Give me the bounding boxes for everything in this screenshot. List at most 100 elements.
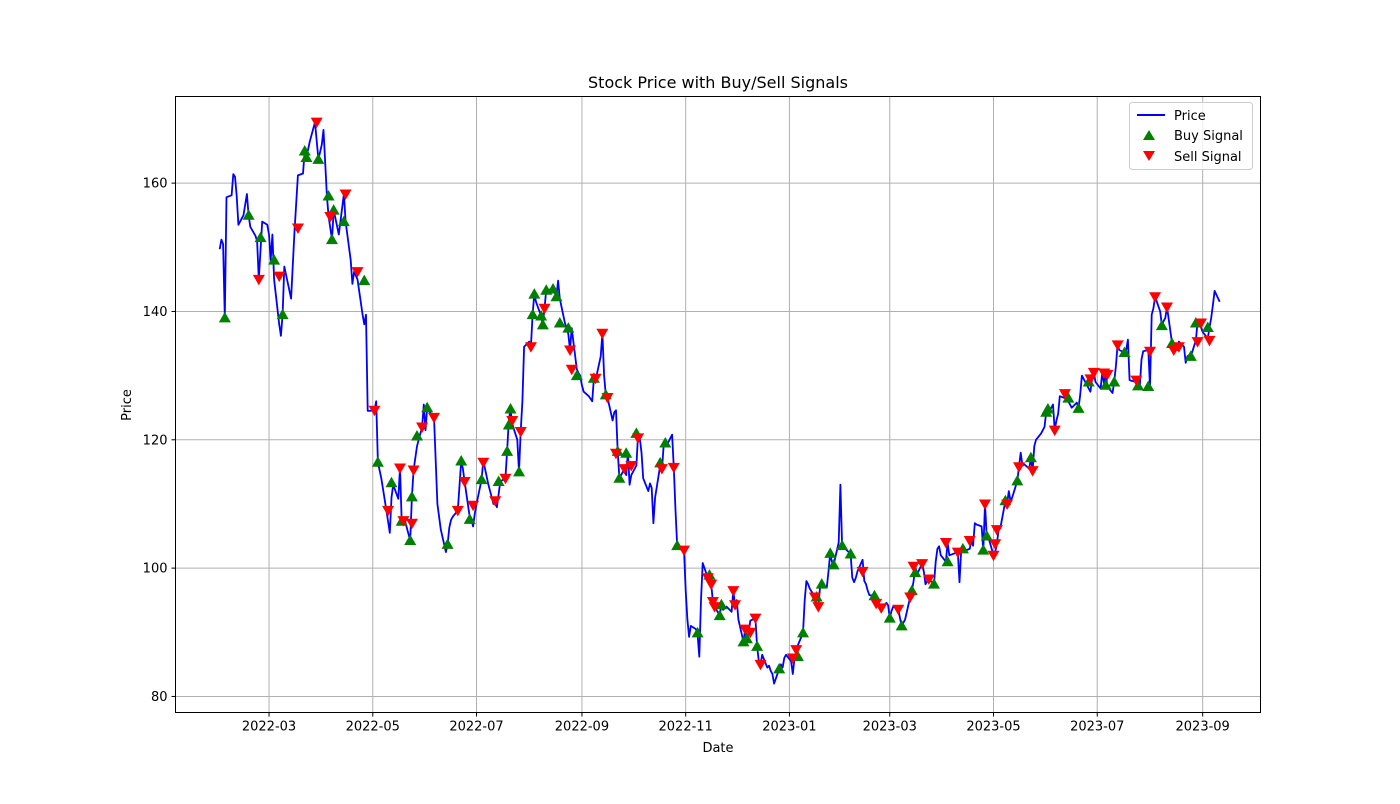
x-tick-label: 2023-03 (863, 720, 917, 735)
buy-signal-marker (322, 189, 335, 201)
sell-signal-marker (1101, 369, 1114, 381)
sell-signal-marker (407, 465, 420, 476)
y-axis-label: Price (120, 389, 135, 421)
y-tick-label: 100 (143, 562, 168, 577)
sell-signal-marker (324, 211, 337, 223)
sell-signal-marker (708, 602, 721, 613)
sell-signal-marker (1026, 466, 1039, 477)
x-tick-label: 2022-03 (242, 720, 296, 735)
sell-signal-marker (904, 592, 917, 603)
buy-signal-marker (1011, 474, 1024, 486)
axis-layer: 2022-03 2022-05 2022-07 2022-09 2022-11 2023-… (143, 177, 1230, 735)
x-tick-label: 2022-05 (346, 720, 400, 735)
buy-signal-marker (242, 209, 255, 220)
legend-sell-label: Sell Signal (1174, 150, 1242, 165)
sell-signal-marker (1191, 337, 1204, 348)
sell-signal-marker (427, 412, 440, 424)
sell-signal-marker (655, 464, 668, 475)
buy-signal-marker (276, 308, 289, 320)
buy-signal-marker (325, 233, 338, 245)
buy-signal-marker (404, 534, 417, 546)
legend-price-label: Price (1174, 109, 1206, 124)
y-tick-label: 120 (143, 433, 168, 448)
sell-signal-marker (524, 342, 537, 353)
sell-signal-marker (922, 574, 935, 586)
buy-signal-marker (502, 419, 515, 430)
sell-signal-marker (1203, 335, 1216, 347)
buy-signal-marker (977, 544, 990, 555)
sell-signal-marker (1160, 302, 1173, 313)
buy-signal-marker (337, 215, 350, 227)
sell-signal-marker (990, 525, 1003, 536)
sell-signal-marker (978, 499, 991, 510)
sell-signal-marker (506, 416, 519, 427)
buy-signal-marker (358, 274, 371, 286)
sell-signal-marker (1001, 499, 1014, 510)
sell-signal-marker (808, 592, 821, 603)
sell-signal-marker (729, 600, 742, 611)
x-tick-label: 2023-05 (966, 720, 1020, 735)
legend[interactable]: Price Buy Signal Sell Signal (1129, 102, 1253, 170)
chart-title: Stock Price with Buy/Sell Signals (588, 73, 848, 92)
sell-signal-marker (458, 477, 471, 488)
buy-signal-marker (980, 530, 993, 541)
sell-signal-marker (856, 566, 869, 578)
buy-signal-marker (836, 539, 849, 551)
sell-signal-marker (790, 645, 803, 656)
buy-signal-marker (268, 254, 281, 265)
buy-signal-marker (327, 204, 340, 215)
buy-signal-marker (371, 456, 384, 467)
sell-signal-marker (273, 271, 286, 283)
sell-signal-marker (601, 392, 614, 404)
x-tick-label: 2022-07 (449, 720, 503, 735)
sell-signal-marker (892, 604, 905, 616)
buy-signal-marker (1201, 321, 1214, 332)
sell-signal-marker (291, 223, 304, 235)
buy-signal-marker (941, 555, 954, 567)
sell-signal-marker (1111, 340, 1124, 351)
sell-signal-marker (1048, 425, 1061, 437)
buy-signal-marker (659, 437, 672, 448)
grid-layer (175, 96, 1261, 713)
buy-signal-marker (613, 472, 626, 483)
sell-signal-marker (749, 613, 762, 625)
sell-signal-marker (252, 274, 265, 286)
buy-signal-marker (441, 538, 454, 549)
sell-signal-marker (1149, 292, 1162, 303)
y-tick-label: 140 (143, 305, 168, 320)
buy-signal-marker (905, 584, 918, 596)
sell-signal-marker (393, 463, 406, 475)
buy-signal-marker (562, 322, 575, 333)
buy-signal-marker (1132, 379, 1145, 391)
buy-signal-marker (1041, 402, 1054, 414)
sell-signal-marker (739, 624, 752, 636)
buy-signal-marker (824, 547, 837, 558)
buy-signal-marker (1142, 380, 1155, 392)
sell-signal-marker (618, 464, 631, 475)
sell-signal-marker (727, 586, 740, 597)
buy-signal-marker (536, 318, 549, 330)
sell-signal-marker (701, 573, 714, 584)
sell-signal-marker (565, 364, 578, 376)
x-tick-label: 2023-01 (762, 720, 816, 735)
sell-signal-marker (1172, 342, 1185, 353)
buy-signal-marker (797, 626, 810, 638)
buy-signal-marker (298, 145, 311, 156)
sell-signal-marker (514, 426, 527, 438)
sell-signal-marker (589, 373, 602, 385)
sell-signal-marker (916, 559, 929, 570)
legend-buy-swatch (1143, 130, 1155, 140)
buy-signal-marker (410, 429, 423, 441)
buy-signal-marker (570, 369, 583, 381)
sell-signal-marker (467, 500, 480, 512)
sell-signal-marker (632, 433, 645, 444)
sell-signal-marker (677, 545, 690, 557)
buy-signal-marker (1155, 319, 1168, 331)
sell-signal-marker (987, 550, 1000, 562)
buy-signal-marker (504, 402, 517, 414)
buy-signal-marker (535, 309, 548, 321)
buy-signal-marker (883, 612, 896, 623)
sell-signal-marker (351, 267, 364, 278)
sell-signal-marker (705, 579, 718, 591)
